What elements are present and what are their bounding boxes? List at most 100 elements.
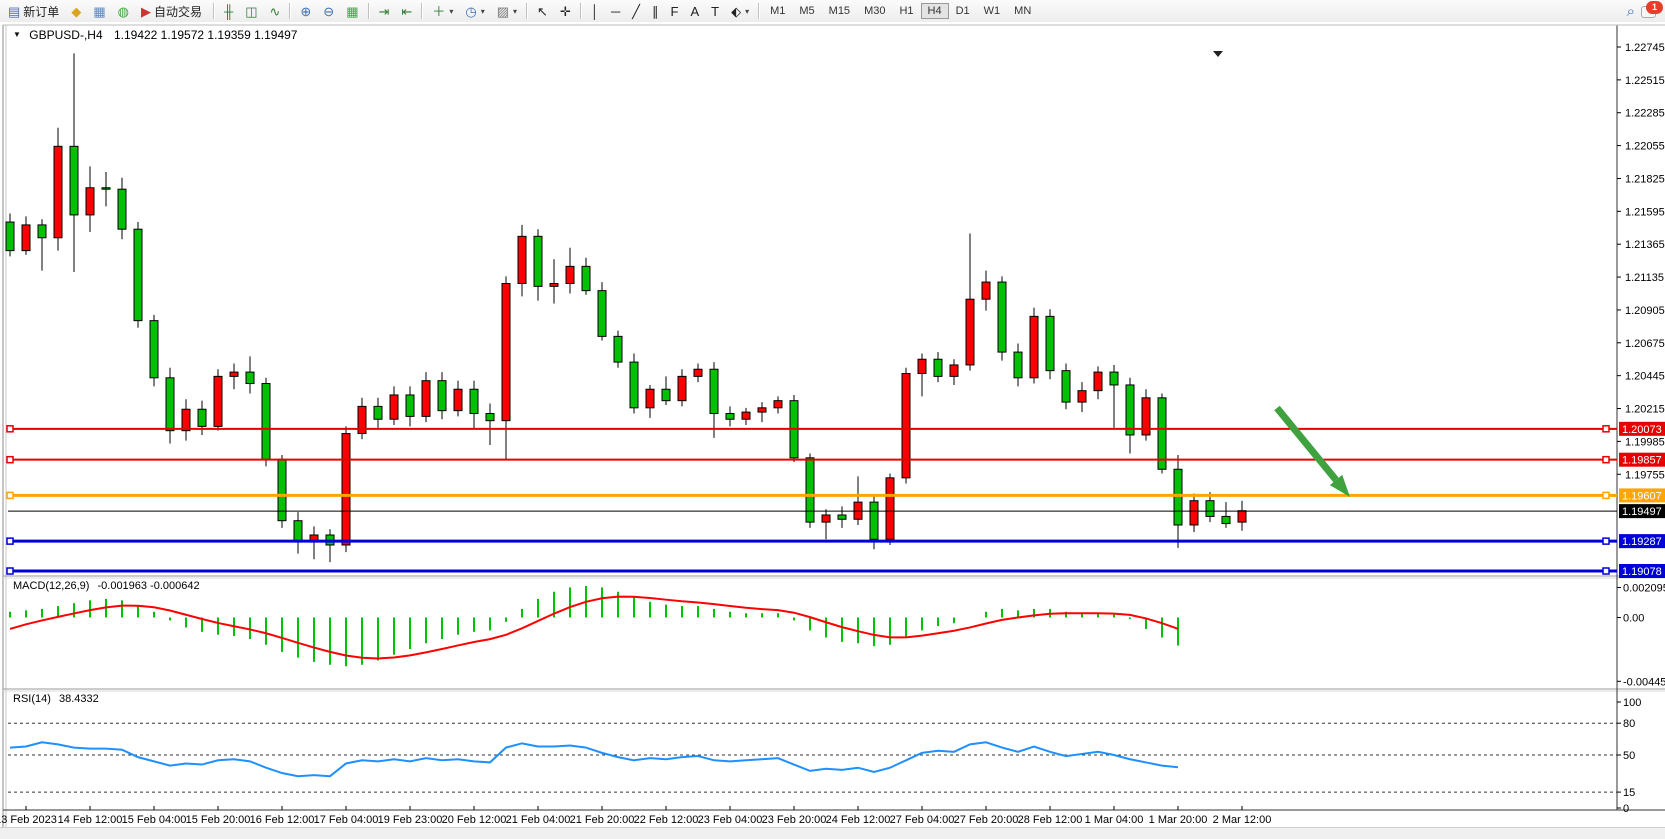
rsi-axis[interactable]: 100 80 50 15 0 [1617,697,1641,815]
line-anchor-handle[interactable] [6,491,14,500]
trendline-button[interactable]: ╱ [627,3,645,20]
bar-chart-button[interactable]: ╫ [219,3,238,20]
line-anchor-handle[interactable] [1602,425,1610,433]
timeframe-m15-button[interactable]: M15 [828,5,851,17]
candle-body [197,408,207,427]
text-label-icon: T [711,3,720,19]
time-tick-label: 28 Feb 12:00 [1018,814,1083,826]
search-icon[interactable]: ⌕ [1626,2,1635,20]
candle-body [517,235,527,284]
candle-body [869,501,879,540]
line-chart-button[interactable]: ∿ [264,3,285,20]
pane-separator-rsi[interactable] [3,688,1665,692]
candle-body [1109,371,1119,386]
vertical-line-button[interactable]: │ [586,3,604,20]
rsi-tick-label: 100 [1623,697,1641,709]
templates-button: ▨ [496,3,509,19]
macd-axis[interactable]: 0.002095 0.00 -0.004455 [1617,583,1665,689]
timeframe-w1-button[interactable]: W1 [983,5,1001,17]
new-order-button[interactable]: ▤ 新订单 [3,1,64,22]
chart-canvas: 1.22745 1.22515 1.22285 1.22055 1.21825 1.215… [0,24,1665,827]
timeframe-h4-button[interactable]: H4 [920,3,949,19]
candlestick-chart-button[interactable]: ◫ [240,3,262,20]
line-anchor-handle[interactable] [1602,455,1610,464]
horizontal-line-object-1.20073[interactable] [6,425,1617,433]
indicators-button[interactable]: ＋ ▾ [427,3,458,20]
data-window-button[interactable]: ▦ [88,3,110,20]
candle-body [245,371,255,385]
line-anchor-handle[interactable] [1602,491,1610,500]
chevron-down-icon: ▾ [449,6,454,16]
line-anchor-handle[interactable] [1602,537,1610,545]
equidistant-channel-icon: ∥ [652,3,659,19]
shapes-button[interactable]: ⬖ ▾ [726,3,754,20]
horizontal-line-object-1.19857[interactable] [6,455,1617,464]
notifications-button[interactable]: 1 [1641,1,1663,19]
zoom-out-icon: ⊖ [323,3,335,19]
candle-body [997,281,1007,353]
cursor-button[interactable]: ↖ [532,3,553,20]
text-label-button[interactable]: T [706,3,724,20]
rsi-plot-area[interactable] [8,691,1617,810]
price-tick-label: 1.20905 [1625,305,1665,317]
zoom-out-button[interactable]: ⊖ [318,3,339,20]
text-icon: A [690,3,700,19]
line-anchor-handle[interactable] [6,425,14,433]
periods-button[interactable]: ◷ ▾ [460,3,489,20]
pane-separator-macd[interactable] [3,575,1665,579]
tile-windows-button[interactable]: ▦ [341,3,363,20]
signals-button[interactable]: ◍ [113,3,134,20]
candle-body [341,433,351,546]
macd-plot-area[interactable] [8,578,1617,688]
toolbar-separator [212,3,215,19]
vertical-line-icon: │ [590,3,599,19]
line-anchor-handle[interactable] [6,567,14,575]
timeframe-m1-button[interactable]: M1 [770,5,786,17]
market-watch-button[interactable]: ◆ [66,3,86,20]
line-anchor-handle[interactable] [6,455,14,464]
time-axis[interactable]: 13 Feb 2023 14 Feb 12:00 15 Feb 04:00 15 Fe… [0,806,1271,826]
timeframe-mn-button[interactable]: MN [1014,5,1032,17]
chart-end-marker-icon [1213,51,1223,57]
timeframe-h1-button[interactable]: H1 [899,5,914,17]
candle-body [677,375,687,402]
zoom-in-button[interactable]: ⊕ [295,3,316,20]
autotrading-button[interactable]: ▶ 自动交易 [136,1,207,22]
horizontal-line-icon: ─ [610,3,621,19]
time-tick-label: 1 Mar 20:00 [1149,814,1208,826]
autotrading-label: 自动交易 [153,4,202,19]
line-anchor-handle[interactable] [1602,567,1610,575]
candle-body [661,388,671,402]
horizontal-line-object-1.19287[interactable] [6,537,1617,545]
fibonacci-button[interactable]: F [666,3,684,20]
timeframe-d1-button[interactable]: D1 [955,5,970,17]
auto-scroll-button[interactable]: ⇥ [374,3,395,20]
price-axis[interactable]: 1.22745 1.22515 1.22285 1.22055 1.21825 1.215… [1617,42,1665,481]
rsi-tick-label: 80 [1623,718,1635,730]
time-tick-label: 23 Feb 20:00 [762,814,827,826]
horizontal-line-object-1.19078[interactable] [6,567,1617,575]
timeframe-m5-button[interactable]: M5 [799,5,815,17]
templates-button[interactable]: ▨ ▾ [492,3,522,20]
arrow-object[interactable] [1274,405,1350,497]
candle-body [357,405,367,435]
new-order-label: 新订单 [23,4,60,19]
time-tick-label: 2 Mar 12:00 [1213,814,1272,826]
notification-badge: 1 [1646,1,1663,14]
candle-body [213,375,223,427]
crosshair-button[interactable]: ✛ [555,3,576,20]
candle-body [1125,384,1135,436]
candle-body [421,380,431,417]
candle-body [1205,500,1215,517]
timeframe-m30-button[interactable]: M30 [864,5,886,17]
text-button[interactable]: A [685,3,704,20]
time-tick-label: 21 Feb 04:00 [506,814,571,826]
chart-shift-button[interactable]: ⇤ [396,3,417,20]
equidistant-channel-button[interactable]: ∥ [647,3,664,20]
macd-tick-label: 0.00 [1623,613,1644,625]
rsi-tick-label: 50 [1623,750,1635,762]
horizontal-line-button[interactable]: ─ [606,3,625,20]
time-tick-label: 21 Feb 20:00 [570,814,635,826]
line-anchor-handle[interactable] [6,537,14,545]
price-badge-1.19857: 1.19857 [1619,452,1665,467]
